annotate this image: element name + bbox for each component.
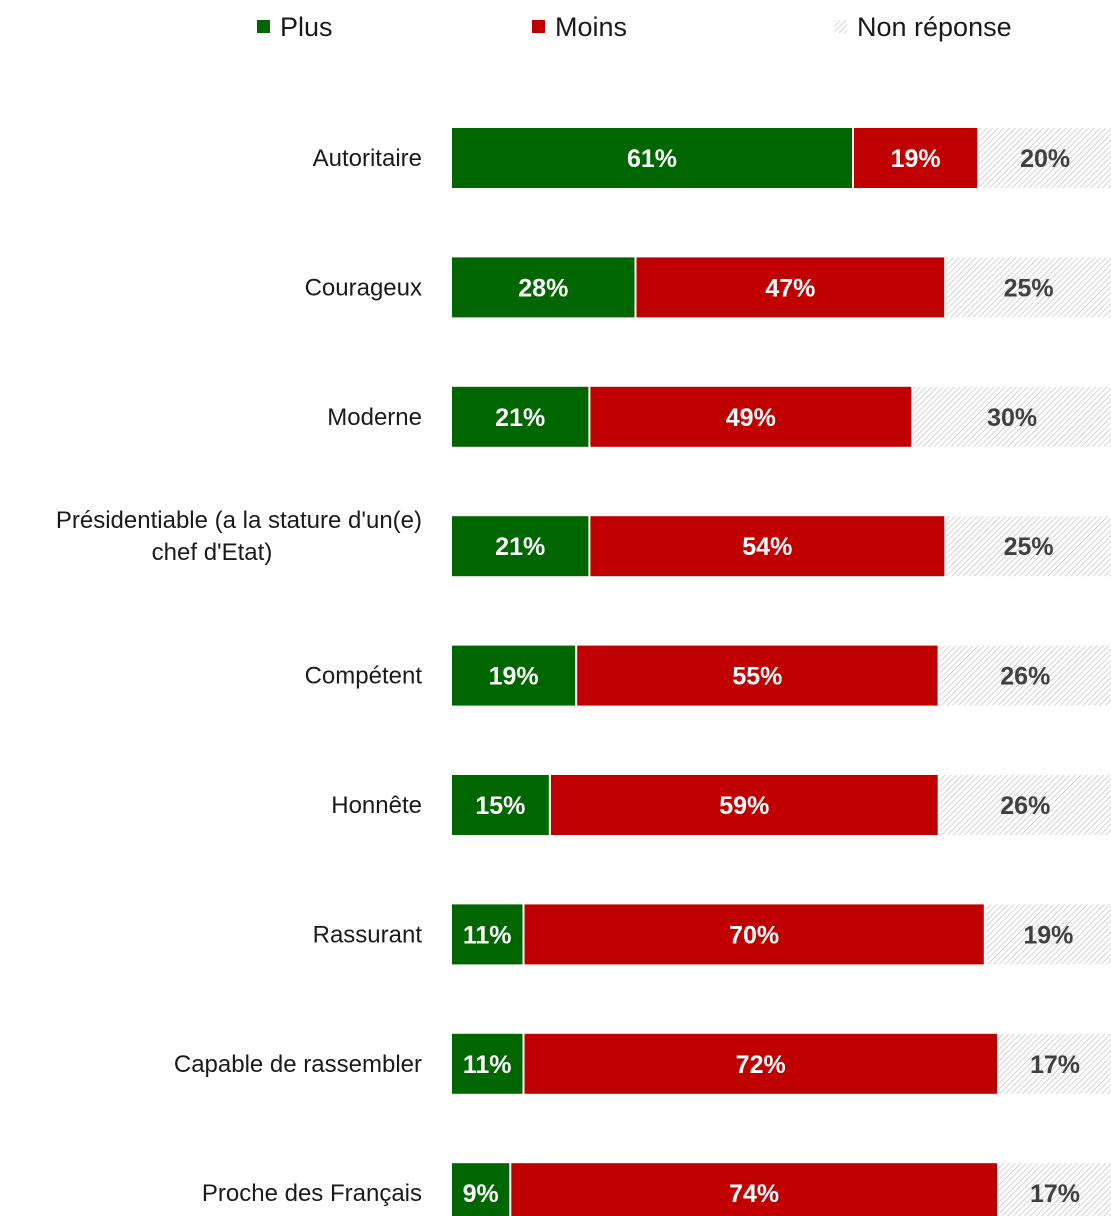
bar-row: Moderne 21% 49% 30% [327,386,1111,447]
legend-item-plus: Plus [257,12,333,42]
category-label: chef d'Etat) [152,539,273,566]
bar-segment-plus [452,775,549,835]
bar-segment-moins [550,775,938,835]
bar-segment-plus [452,257,635,318]
category-label: Proche des Français [202,1180,422,1207]
data-label-moins: 72% [736,1051,786,1079]
data-label-plus: 15% [475,792,525,820]
category-label: Compétent [305,663,423,690]
bar-segment-plus [452,128,852,188]
data-label-moins: 49% [726,404,776,432]
data-label-non-reponse: 19% [1023,921,1073,949]
data-label-non-reponse: 26% [1000,792,1050,820]
data-label-plus: 11% [463,1051,512,1079]
bar-segment-non-reponse [946,257,1111,318]
data-label-moins: 74% [729,1180,779,1208]
bar-segment-moins [524,904,984,965]
category-label: Honnête [331,792,422,819]
bar-segment-non-reponse [979,128,1111,188]
bar-row: Compétent 19% 55% 26% [305,645,1111,706]
data-label-moins: 70% [729,921,779,949]
data-label-non-reponse: 25% [1004,533,1054,561]
data-label-plus: 9% [463,1180,499,1208]
bar-row: Courageux 28% 47% 25% [305,257,1111,318]
data-label-moins: 19% [891,145,941,173]
bar-segment-plus [452,1033,523,1094]
bar-segment-plus [452,1163,510,1216]
bar-row: Rassurant 11% 70% 19% [313,904,1111,965]
bar-segment-moins [577,645,938,706]
data-label-moins: 47% [765,274,815,302]
data-label-plus: 61% [627,145,677,173]
bar-segment-non-reponse [939,645,1111,706]
category-label: Présidentiable (a la stature d'un(e) [56,507,422,534]
bar-segment-moins [524,1033,997,1094]
data-label-moins: 54% [742,533,792,561]
bar-row: Présidentiable (a la stature d'un(e) chef… [56,507,1111,577]
category-label: Capable de rassembler [174,1051,422,1078]
bar-segment-moins [511,1163,997,1216]
bar-segment-non-reponse [939,775,1111,835]
bar-area: Autoritaire 61% 19% 20% Courageux 28% 47% 25% Mo… [56,128,1111,1216]
legend-swatch-plus [257,20,270,33]
bar-row: Proche des Français 9% 74% 17% [202,1163,1111,1216]
data-label-non-reponse: 30% [987,404,1037,432]
data-label-non-reponse: 17% [1030,1051,1080,1079]
bar-segment-non-reponse [999,1163,1111,1216]
bar-segment-non-reponse [946,516,1111,577]
category-label: Rassurant [313,921,423,948]
legend-item-non-reponse: Non réponse [834,12,1012,42]
data-label-plus: 21% [495,533,545,561]
data-label-moins: 55% [732,663,782,691]
bar-segment-plus [452,904,523,965]
legend-label-plus: Plus [280,12,333,42]
bar-row: Autoritaire 61% 19% 20% [313,128,1111,188]
data-label-non-reponse: 20% [1020,145,1070,173]
legend-item-moins: Moins [532,12,627,42]
category-label: Courageux [305,274,422,301]
legend: Plus Moins Non réponse [257,12,1012,42]
bar-segment-plus [452,516,589,577]
bar-segment-moins [854,128,978,188]
data-label-non-reponse: 26% [1000,663,1050,691]
bar-segment-plus [452,386,589,447]
data-label-plus: 21% [495,404,545,432]
bar-segment-non-reponse [913,386,1111,447]
bar-segment-moins [636,257,945,318]
data-label-non-reponse: 25% [1004,274,1054,302]
data-label-plus: 28% [518,274,568,302]
bar-row: Capable de rassembler 11% 72% 17% [174,1033,1111,1094]
bar-row: Honnête 15% 59% 26% [331,775,1111,835]
data-label-plus: 19% [489,663,539,691]
bar-segment-plus [452,645,576,706]
category-label: Autoritaire [313,145,422,172]
bar-segment-non-reponse [999,1033,1111,1094]
data-label-moins: 59% [719,792,769,820]
data-label-non-reponse: 17% [1030,1180,1080,1208]
bar-segment-non-reponse [985,904,1111,965]
legend-swatch-non-reponse [834,20,847,33]
bar-segment-moins [590,516,945,577]
category-label: Moderne [327,404,422,431]
legend-swatch-moins [532,20,545,33]
bar-segment-moins [590,386,912,447]
legend-label-non-reponse: Non réponse [857,12,1012,42]
data-label-plus: 11% [463,921,512,949]
legend-label-moins: Moins [555,12,627,42]
